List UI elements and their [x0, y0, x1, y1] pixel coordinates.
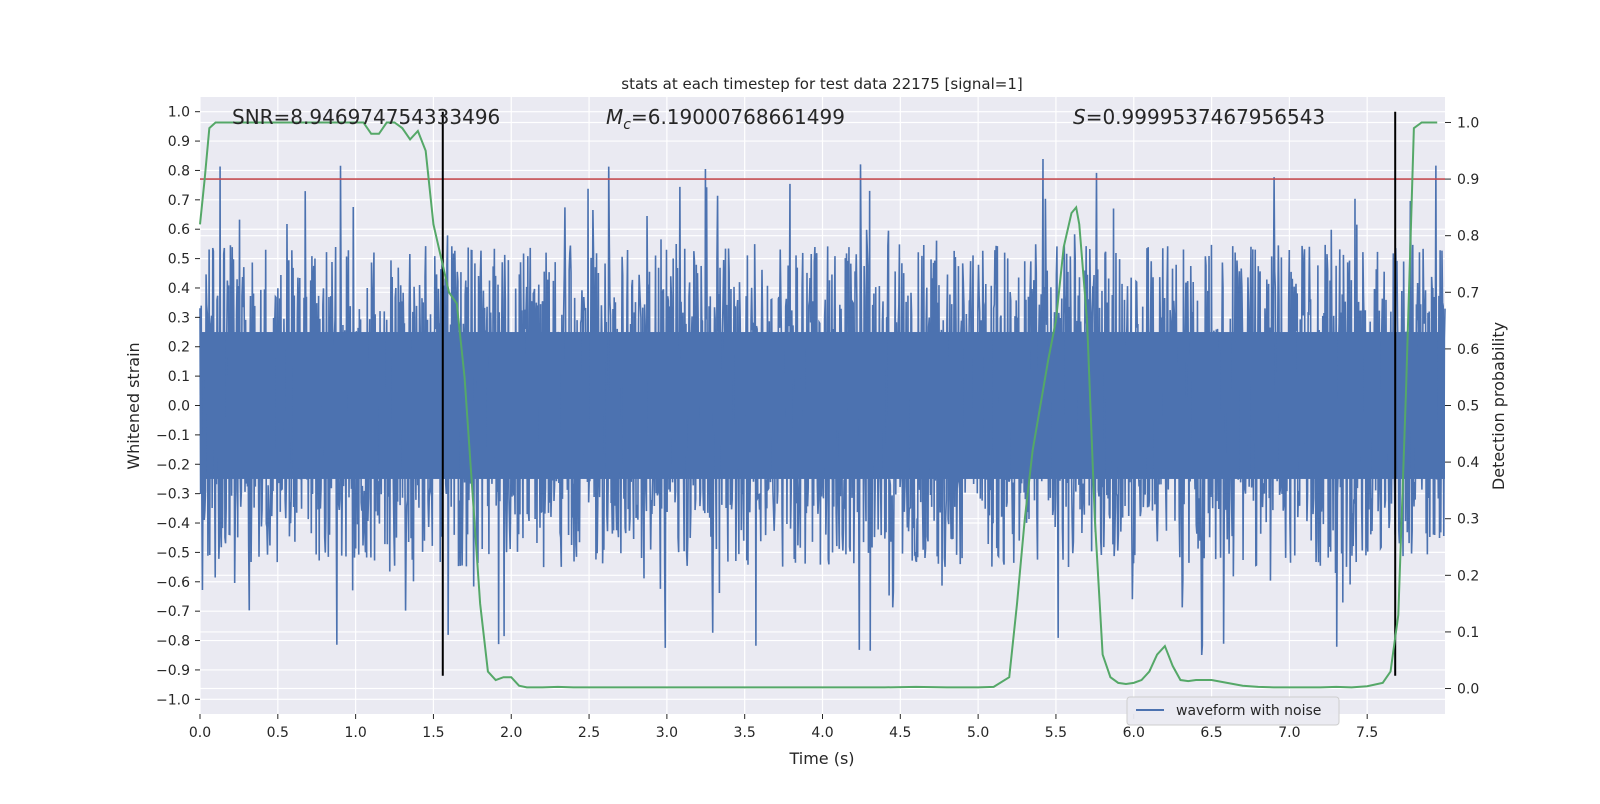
x-tick-label-5: 2.5	[578, 725, 600, 741]
y-tick-label-15: −0.5	[156, 545, 190, 561]
waveform-line	[199, 159, 1446, 656]
x-tick-label-6: 3.0	[656, 725, 678, 741]
y2-tick-label-3: 0.7	[1457, 285, 1479, 301]
y2-tick-label-0: 1.0	[1457, 115, 1479, 131]
y-tick-label-16: −0.6	[156, 575, 190, 591]
y-tick-label-20: −1.0	[156, 692, 190, 708]
y-tick-label-4: 0.6	[168, 222, 190, 238]
x-tick-label-8: 4.0	[811, 725, 833, 741]
legend-box	[1126, 696, 1340, 726]
y-tick-label-7: 0.3	[168, 310, 190, 326]
y-tick-label-13: −0.3	[156, 487, 190, 503]
x-tick-label-3: 1.5	[422, 725, 444, 741]
y-tick-label-9: 0.1	[168, 369, 190, 385]
y-tick-label-5: 0.5	[168, 252, 190, 268]
s-value: =0.9999537467956543	[1086, 105, 1325, 129]
x-tick-label-14: 7.0	[1278, 725, 1300, 741]
y2-tick-label-9: 0.1	[1457, 625, 1479, 641]
chirp-mass-symbol: M	[606, 105, 623, 129]
y2-tick-label-2: 0.8	[1457, 229, 1479, 245]
y-tick-label-10: 0.0	[168, 399, 190, 415]
waveform-series	[199, 159, 1446, 656]
detection-probability-series	[199, 121, 1438, 689]
probability-line	[199, 121, 1438, 689]
y2-tick-label-7: 0.3	[1457, 512, 1479, 528]
chirp-mass-annotation: Mc=6.19000768661499	[606, 105, 845, 133]
x-tick-label-12: 6.0	[1123, 725, 1145, 741]
chirp-mass-value: =6.19000768661499	[631, 105, 845, 129]
y-tick-label-0: 1.0	[168, 105, 190, 121]
y-axis-label: Whitened strain	[124, 342, 143, 469]
y-tick-label-17: −0.7	[156, 604, 190, 620]
y2-axis-label: Detection probability	[1489, 322, 1508, 490]
s-symbol: S	[1073, 105, 1086, 129]
y-tick-label-18: −0.8	[156, 634, 190, 650]
y-tick-label-8: 0.2	[168, 340, 190, 356]
legend-label-waveform: waveform with noise	[1176, 703, 1321, 719]
y-tick-label-3: 0.7	[168, 193, 190, 209]
y-tick-label-11: −0.1	[156, 428, 190, 444]
x-tick-label-1: 0.5	[267, 725, 289, 741]
y-tick-label-12: −0.2	[156, 457, 190, 473]
snr-annotation: SNR=8.946974754333496	[232, 105, 500, 129]
reference-lines	[200, 111, 1445, 676]
y-tick-label-1: 0.9	[168, 134, 190, 150]
x-tick-label-10: 5.0	[967, 725, 989, 741]
y-tick-label-14: −0.4	[156, 516, 190, 532]
x-tick-label-7: 3.5	[734, 725, 756, 741]
legend: waveform with noise	[1126, 696, 1340, 726]
x-tick-label-4: 2.0	[500, 725, 522, 741]
chirp-mass-subscript: c	[623, 117, 631, 133]
s-annotation: S=0.9999537467956543	[1073, 105, 1325, 129]
x-tick-label-2: 1.0	[344, 725, 366, 741]
x-tick-label-0: 0.0	[189, 725, 211, 741]
y-tick-label-6: 0.4	[168, 281, 190, 297]
chart-title: stats at each timestep for test data 221…	[621, 75, 1022, 93]
y-tick-label-2: 0.8	[168, 163, 190, 179]
x-tick-label-13: 6.5	[1200, 725, 1222, 741]
y2-tick-label-10: 0.0	[1457, 682, 1479, 698]
y2-tick-label-6: 0.4	[1457, 455, 1479, 471]
y2-tick-label-8: 0.2	[1457, 568, 1479, 584]
x-tick-label-11: 5.5	[1045, 725, 1067, 741]
axes-layer: 0.0 0.5 1.0 1.5 2.0 2.5 3.0 3.5 4.0 4.5 5.0 5.5 6.0 6…	[156, 105, 1479, 741]
y-tick-label-19: −0.9	[156, 663, 190, 679]
y2-tick-label-4: 0.6	[1457, 342, 1479, 358]
y2-tick-label-5: 0.5	[1457, 399, 1479, 415]
x-axis-label: Time (s)	[788, 749, 854, 768]
y2-tick-label-1: 0.9	[1457, 172, 1479, 188]
x-tick-label-9: 4.5	[889, 725, 911, 741]
x-tick-label-15: 7.5	[1356, 725, 1378, 741]
